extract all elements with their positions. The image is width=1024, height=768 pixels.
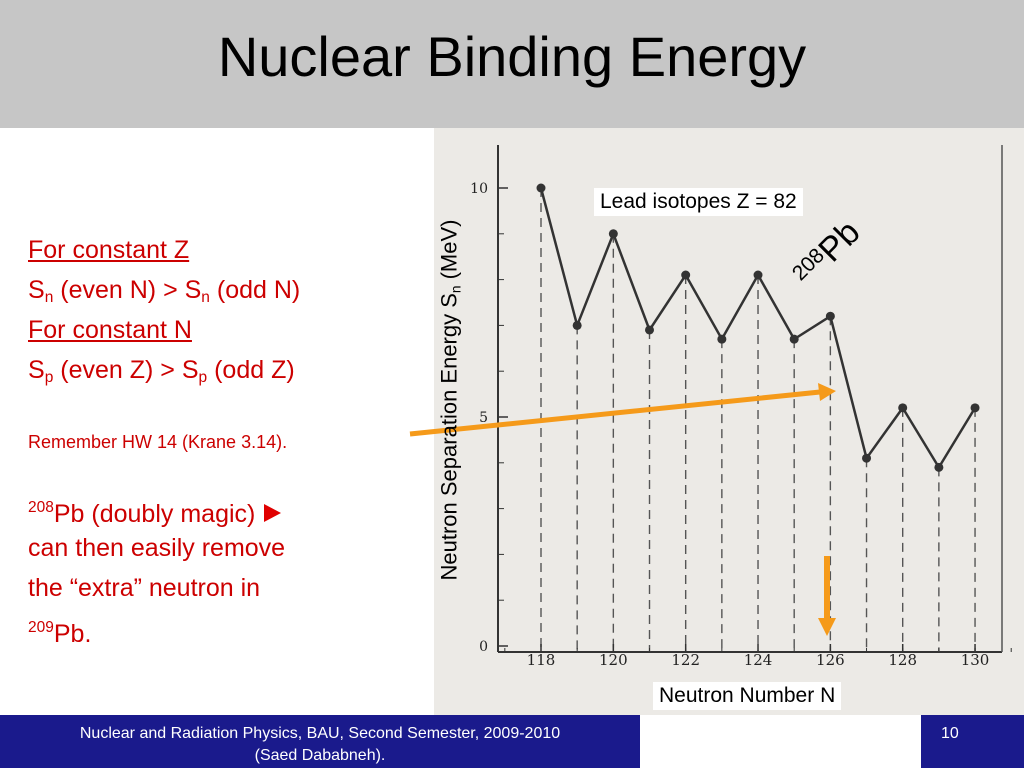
- title-bar: [0, 0, 1024, 128]
- sn-mid: (even N) > S: [53, 276, 202, 304]
- right-triangle-icon: [264, 504, 282, 522]
- data-point: [970, 403, 980, 413]
- data-point: [572, 320, 582, 330]
- data-point: [681, 270, 691, 280]
- sn-s1: S: [28, 276, 45, 304]
- horizontal-arrow-shaft: [409, 389, 821, 437]
- sp-sub1: p: [44, 369, 54, 386]
- footer-line1: Nuclear and Radiation Physics, BAU, Seco…: [79, 725, 561, 742]
- data-point: [898, 403, 908, 413]
- data-point: [608, 229, 618, 239]
- x-tick-label: 128: [888, 651, 917, 669]
- x-axis-label: Neutron Number N: [653, 682, 842, 710]
- footer: Nuclear and Radiation Physics, BAU, Seco…: [0, 715, 1024, 768]
- pb-text: Pb (doubly magic): [53, 500, 256, 528]
- x-tick-label: 126: [816, 651, 845, 669]
- constant-z-label: For constant Z: [28, 236, 190, 264]
- x-tick-label: 124: [744, 651, 773, 669]
- sn-end: (odd N): [209, 276, 301, 304]
- y-axis-label-main: Neutron Separation Energy S: [436, 293, 462, 581]
- remember-note: Remember HW 14 (Krane 3.14).: [28, 432, 288, 452]
- grid-layer: [540, 188, 976, 652]
- data-point: [789, 334, 799, 344]
- pb-line2: can then easily remove: [28, 534, 286, 562]
- chart-frame: [497, 145, 1003, 653]
- data-point: [717, 334, 727, 344]
- constant-n-label: For constant N: [28, 316, 192, 344]
- data-point: [753, 270, 763, 280]
- series-layer: [536, 183, 980, 472]
- sn-relation: Sn (even N) > Sn (odd N): [28, 272, 300, 316]
- footer-citation: Nuclear and Radiation Physics, BAU, Seco…: [0, 715, 640, 768]
- sp-relation: Sp (even Z) > Sp (odd Z): [28, 352, 295, 396]
- sn-sub1: n: [44, 289, 54, 306]
- x-tick-label: 130: [961, 651, 990, 669]
- x-tick-label: 120: [599, 651, 628, 669]
- sn-sub2: n: [201, 289, 210, 306]
- data-point: [536, 183, 546, 193]
- constant-z-heading: For constant Z: [28, 232, 189, 268]
- y-tick-label: 10: [470, 181, 488, 197]
- pb-sup: 208: [28, 499, 54, 516]
- x-tick-label: 118: [527, 651, 556, 669]
- slide-title: Nuclear Binding Energy: [217, 25, 807, 88]
- horizontal-arrow-head: [818, 383, 836, 401]
- sp-end: (odd Z): [207, 356, 295, 384]
- chart-title: Lead isotopes Z = 82: [594, 188, 803, 216]
- y-tick-label: 0: [479, 639, 488, 655]
- y-axis-label-unit: (MeV): [436, 219, 462, 286]
- pb-line3: the “extra” neutron in: [28, 574, 261, 602]
- pb-doubly-magic: 208Pb (doubly magic): [28, 490, 282, 532]
- pb209-text: Pb.: [53, 620, 92, 648]
- y-axis-label-sub: n: [448, 285, 464, 294]
- down-arrow-head: [818, 618, 836, 636]
- pb209-sup: 209: [28, 619, 54, 636]
- data-point: [645, 325, 655, 335]
- page-number: 10: [921, 715, 1024, 768]
- sp-mid: (even Z) > S: [53, 356, 199, 384]
- footer-line2: (Saed Dababneh).: [254, 747, 386, 764]
- y-tick-label: 5: [479, 410, 488, 426]
- constant-n-heading: For constant N: [28, 312, 192, 348]
- y-axis-label: Neutron Separation Energy Sn (MeV): [437, 220, 464, 581]
- data-point: [934, 462, 944, 472]
- x-tick-label: 122: [671, 651, 700, 669]
- ticks-layer: 118 120 122 124 126 128 130 0 5 10: [470, 181, 1012, 669]
- arrows: [409, 383, 836, 636]
- sp-sub2: p: [198, 369, 208, 386]
- data-point: [825, 311, 835, 321]
- pb-line4: 209Pb.: [28, 610, 91, 652]
- data-point: [862, 453, 872, 463]
- sp-s1: S: [28, 356, 45, 384]
